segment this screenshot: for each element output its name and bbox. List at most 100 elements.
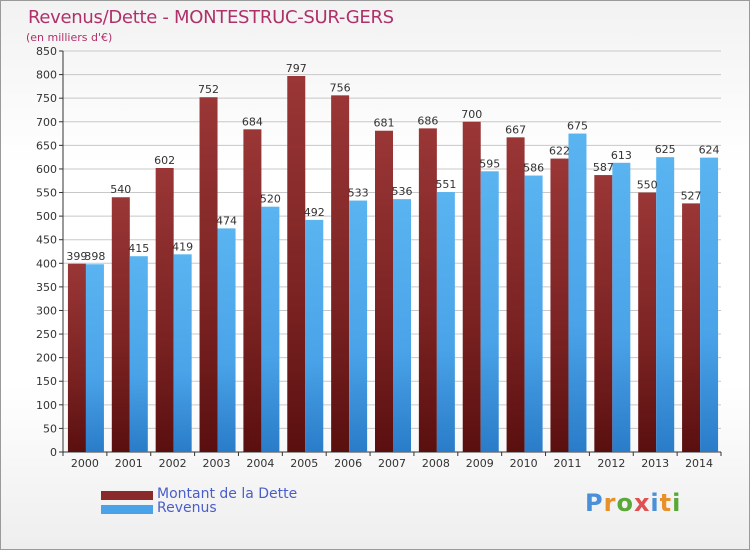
data-label-dette: 686: [417, 114, 438, 127]
bar-revenus: [349, 200, 368, 452]
bar-dette: [243, 129, 262, 453]
bar-revenus: [129, 256, 148, 452]
data-label-revenus: 551: [435, 178, 456, 191]
bar-revenus: [524, 175, 543, 452]
logo-letter: r: [603, 489, 617, 517]
x-tick-label: 2008: [422, 457, 450, 470]
x-tick-label: 2006: [334, 457, 362, 470]
legend-swatch-revenus: [101, 505, 153, 514]
data-label-dette: 540: [110, 183, 131, 196]
bar-dette: [375, 130, 393, 452]
logo-letter: t: [659, 489, 673, 517]
bar-dette: [111, 197, 130, 452]
y-tick-label: 150: [36, 375, 57, 388]
bar-revenus: [305, 219, 324, 452]
y-tick-label: 250: [36, 328, 57, 341]
bar-dette: [550, 158, 569, 452]
x-tick-label: 2004: [246, 457, 274, 470]
x-tick-label: 2013: [641, 457, 669, 470]
x-tick-label: 2003: [203, 457, 231, 470]
data-label-dette: 622: [549, 145, 570, 158]
bar-revenus: [217, 228, 236, 452]
bar-revenus: [656, 157, 675, 452]
data-label-dette: 667: [505, 123, 526, 136]
bar-revenus: [393, 199, 411, 452]
data-label-revenus: 474: [216, 214, 237, 227]
y-tick-label: 100: [36, 399, 57, 412]
bar-dette: [331, 95, 350, 452]
bar-dette: [199, 97, 218, 452]
x-tick-label: 2009: [466, 457, 494, 470]
x-tick-label: 2014: [685, 457, 713, 470]
logo-letter: o: [616, 489, 634, 517]
data-label-revenus: 492: [304, 206, 325, 219]
y-tick-label: 50: [43, 422, 57, 435]
bar-dette: [287, 76, 306, 452]
bar-dette: [594, 175, 613, 453]
x-tick-label: 2005: [290, 457, 318, 470]
y-tick-label: 350: [36, 281, 57, 294]
bar-revenus: [612, 162, 631, 453]
y-tick-label: 750: [36, 92, 57, 105]
bar-dette: [418, 128, 437, 452]
bar-revenus: [261, 206, 280, 452]
data-label-revenus: 520: [260, 193, 281, 206]
y-tick-label: 700: [36, 116, 57, 129]
data-label-revenus: 675: [567, 120, 588, 133]
y-tick-label: 450: [36, 234, 57, 247]
data-label-revenus: 398: [84, 250, 105, 263]
x-tick-label: 2002: [159, 457, 187, 470]
x-tick-label: 2011: [553, 457, 581, 470]
data-label-dette: 756: [330, 81, 351, 94]
y-tick-label: 650: [36, 139, 57, 152]
bar-dette: [67, 263, 86, 452]
x-tick-label: 2001: [115, 457, 143, 470]
data-label-revenus: 624: [699, 144, 720, 157]
data-label-dette: 684: [242, 115, 263, 128]
data-label-dette: 527: [681, 189, 702, 202]
x-tick-label: 2000: [71, 457, 99, 470]
data-label-revenus: 536: [392, 185, 413, 198]
bar-revenus: [480, 171, 499, 453]
logo-letter: x: [633, 489, 651, 517]
bar-revenus: [568, 133, 587, 452]
legend-label-revenus: Revenus: [157, 500, 217, 516]
y-tick-label: 0: [50, 446, 57, 459]
logo-letter: i: [650, 489, 660, 517]
data-label-dette: 752: [198, 83, 219, 96]
bar-revenus: [700, 157, 719, 452]
data-label-dette: 700: [461, 108, 482, 121]
chart-title: Revenus/Dette - MONTESTRUC-SUR-GERS: [28, 7, 394, 28]
x-tick-label: 2007: [378, 457, 406, 470]
data-label-dette: 399: [66, 250, 87, 263]
data-label-revenus: 586: [523, 162, 544, 175]
data-label-dette: 797: [286, 62, 307, 75]
bar-revenus: [173, 254, 192, 452]
bar-dette: [462, 121, 481, 452]
logo-letter: i: [672, 489, 682, 517]
bar-dette: [638, 192, 657, 452]
data-label-revenus: 533: [348, 187, 369, 200]
bar-revenus: [85, 264, 104, 452]
data-label-dette: 681: [374, 117, 395, 130]
chart-subtitle: (en milliers d'€): [26, 31, 113, 44]
bar-revenus: [436, 192, 455, 452]
data-label-dette: 602: [154, 154, 175, 167]
bar-dette: [155, 167, 174, 452]
y-tick-label: 500: [36, 210, 57, 223]
x-tick-label: 2012: [597, 457, 625, 470]
y-tick-label: 400: [36, 257, 57, 270]
bar-dette: [682, 203, 701, 452]
data-label-revenus: 595: [479, 157, 500, 170]
y-tick-label: 550: [36, 187, 57, 200]
y-tick-label: 200: [36, 352, 57, 365]
bar-dette: [506, 137, 525, 452]
y-tick-label: 300: [36, 304, 57, 317]
y-tick-label: 850: [36, 45, 57, 58]
legend-label-dette: Montant de la Dette: [157, 486, 298, 502]
data-label-dette: 587: [593, 161, 614, 174]
data-label-dette: 550: [637, 179, 658, 192]
y-tick-label: 800: [36, 69, 57, 82]
